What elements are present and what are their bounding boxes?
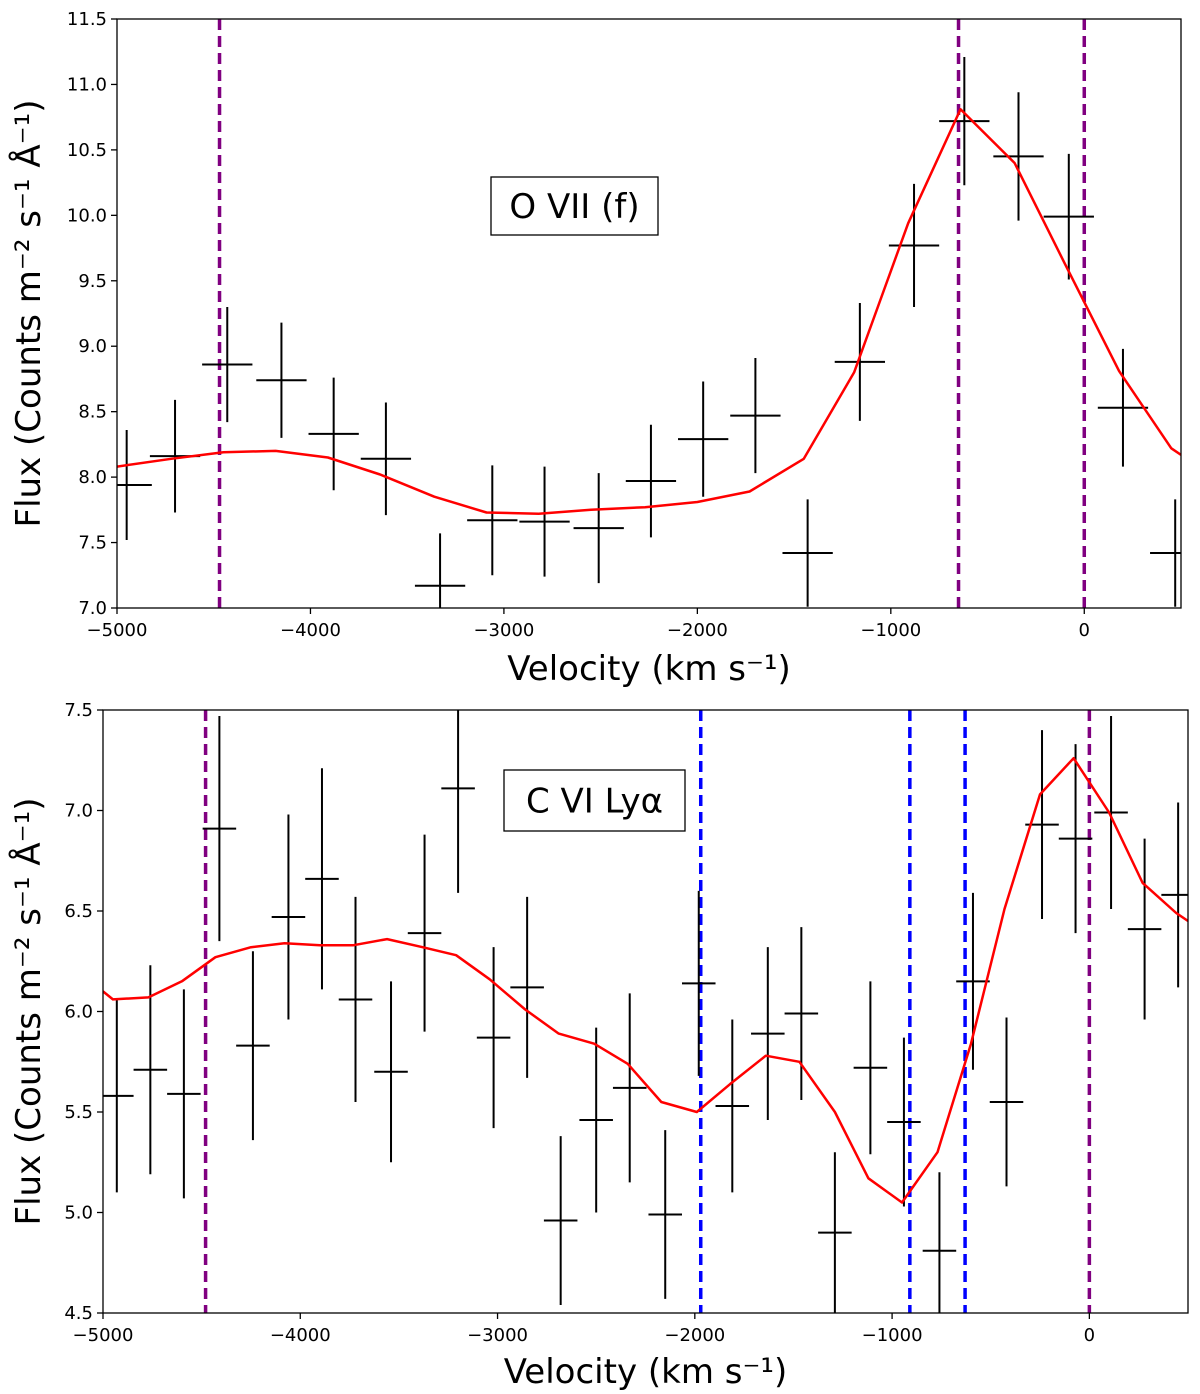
p1-data-point-22	[853, 981, 888, 1155]
p1-data-point-8	[374, 981, 408, 1163]
p1-data-point-28	[1058, 744, 1093, 934]
p1-data-point-10	[441, 710, 475, 893]
p0-data-point-18	[1043, 153, 1094, 280]
p0-data-point-7	[467, 465, 518, 576]
p0-axes-frame	[116, 18, 1182, 609]
p0-data-point-16	[939, 56, 990, 186]
p0-data-point-5	[360, 402, 412, 516]
p0-xtick-label-3: −2000	[667, 620, 728, 641]
p1-data-point-30	[1127, 838, 1162, 1020]
p0-plot-area	[117, 19, 1181, 608]
p1-xtick-label-4: −1000	[862, 1325, 923, 1346]
panel-o-vii: −5000 −4000 −3000 −2000 −1000 0 7.0 7.5 8.0 8.5 9.…	[8, 9, 1182, 689]
p1-data-point-23	[887, 1037, 921, 1207]
p0-ytick-label-6: 10.0	[67, 205, 107, 226]
p0-annotation-text: O VII (f)	[509, 187, 639, 227]
p1-data-point-19	[751, 947, 785, 1121]
p0-ytick-label-3: 8.5	[78, 402, 107, 423]
p0-ytick-label-7: 10.5	[67, 140, 107, 161]
p1-data-point-31	[1161, 802, 1188, 988]
p1-data-point-21	[818, 1152, 852, 1313]
p1-xtick-label-3: −2000	[664, 1325, 725, 1346]
p1-data-point-4	[236, 951, 270, 1141]
p1-data-point-20	[784, 927, 819, 1100]
p0-annotation: O VII (f)	[490, 176, 659, 236]
p0-data-point-11	[678, 381, 729, 497]
p0-data-point-10	[625, 424, 677, 538]
p0-ytick-label-5: 9.5	[78, 271, 107, 292]
p1-xtick-label-0: −5000	[73, 1325, 134, 1346]
p0-data-point-6	[414, 533, 466, 608]
p1-x-axis-label: Velocity (km s⁻¹)	[504, 1352, 788, 1392]
p0-data-point-2	[202, 306, 253, 423]
p1-data-point-7	[338, 896, 373, 1102]
p0-data-point-3	[256, 322, 307, 438]
p0-model-line	[117, 108, 1181, 516]
p1-ytick-label-6: 7.5	[64, 700, 93, 721]
p0-ytick-label-9: 11.5	[67, 9, 107, 30]
p0-data-point-12	[730, 358, 781, 474]
p1-data-point-15	[612, 993, 647, 1183]
p1-data-point-1	[133, 965, 168, 1175]
p1-data-point-17	[681, 890, 716, 1076]
p0-annotation-box	[490, 176, 659, 236]
p1-data-point-26	[989, 1017, 1024, 1187]
p0-data-point-19	[1097, 348, 1149, 467]
p1-data-point-5	[271, 814, 306, 1020]
p1-data-point-9	[407, 834, 442, 1032]
p1-ytick-label-4: 6.5	[64, 901, 93, 922]
p1-annotation: C VI Lyα	[503, 769, 686, 832]
p0-data-point-9	[573, 473, 624, 584]
p1-y-axis-label: Flux (Counts m⁻² s⁻¹ Å⁻¹)	[8, 798, 49, 1226]
p1-data-point-13	[543, 1136, 578, 1305]
p1-xtick-label-5: 0	[1084, 1325, 1095, 1346]
p1-data-point-25	[956, 892, 990, 1070]
p1-data-point-16	[648, 1130, 682, 1299]
p0-ytick-label-0: 7.0	[78, 598, 107, 619]
p1-data-point-14	[579, 1027, 613, 1213]
p0-ytick-label-1: 7.5	[78, 533, 107, 554]
p0-data-point-13	[782, 499, 833, 607]
p0-data-point-14	[834, 303, 886, 421]
p0-ytick-label-2: 8.0	[78, 467, 107, 488]
p0-xtick-label-2: −3000	[473, 620, 534, 641]
p1-ytick-label-3: 6.0	[64, 1002, 93, 1023]
p0-data-point-15	[888, 183, 940, 307]
p0-ytick-label-4: 9.0	[78, 336, 107, 357]
p1-ytick-label-0: 4.5	[64, 1303, 93, 1324]
p0-data-point-17	[993, 92, 1044, 221]
p1-data-point-0	[103, 999, 134, 1193]
p0-xtick-label-5: 0	[1079, 620, 1090, 641]
panel-c-vi: −5000 −4000 −3000 −2000 −1000 0 4.5 5.0 5.5 6.0 6.…	[8, 700, 1189, 1392]
p1-data-point-29	[1094, 716, 1128, 909]
p0-data-point-8	[519, 466, 570, 577]
p1-annotation-text: C VI Lyα	[526, 782, 663, 822]
p1-data-point-18	[715, 1019, 750, 1193]
p1-xtick-label-2: −3000	[467, 1325, 528, 1346]
p1-data-point-11	[476, 947, 511, 1129]
p1-data-point-12	[510, 896, 544, 1078]
p1-xtick-label-1: −4000	[270, 1325, 331, 1346]
p0-xtick-label-1: −4000	[280, 620, 341, 641]
p1-data-point-2	[167, 989, 201, 1199]
p1-data-point-3	[202, 716, 237, 942]
p0-x-axis-label: Velocity (km s⁻¹)	[507, 649, 791, 689]
p1-ytick-label-5: 7.0	[64, 801, 93, 822]
p1-ytick-label-2: 5.5	[64, 1102, 93, 1123]
p0-xtick-label-4: −1000	[860, 620, 921, 641]
p0-data-point-0	[117, 429, 152, 540]
p1-ytick-label-1: 5.0	[64, 1203, 93, 1224]
p1-data-point-6	[305, 768, 339, 990]
p1-model-line	[103, 756, 1188, 1204]
p1-plot-area	[103, 710, 1188, 1313]
p1-annotation-box	[503, 769, 686, 832]
p0-data-point-20	[1150, 499, 1181, 607]
p0-data-point-4	[308, 377, 359, 491]
p0-y-axis-label: Flux (Counts m⁻² s⁻¹ Å⁻¹)	[8, 100, 49, 528]
p0-ytick-label-8: 11.0	[67, 74, 107, 95]
p0-xtick-label-0: −5000	[87, 620, 148, 641]
p1-data-point-24	[922, 1172, 957, 1313]
